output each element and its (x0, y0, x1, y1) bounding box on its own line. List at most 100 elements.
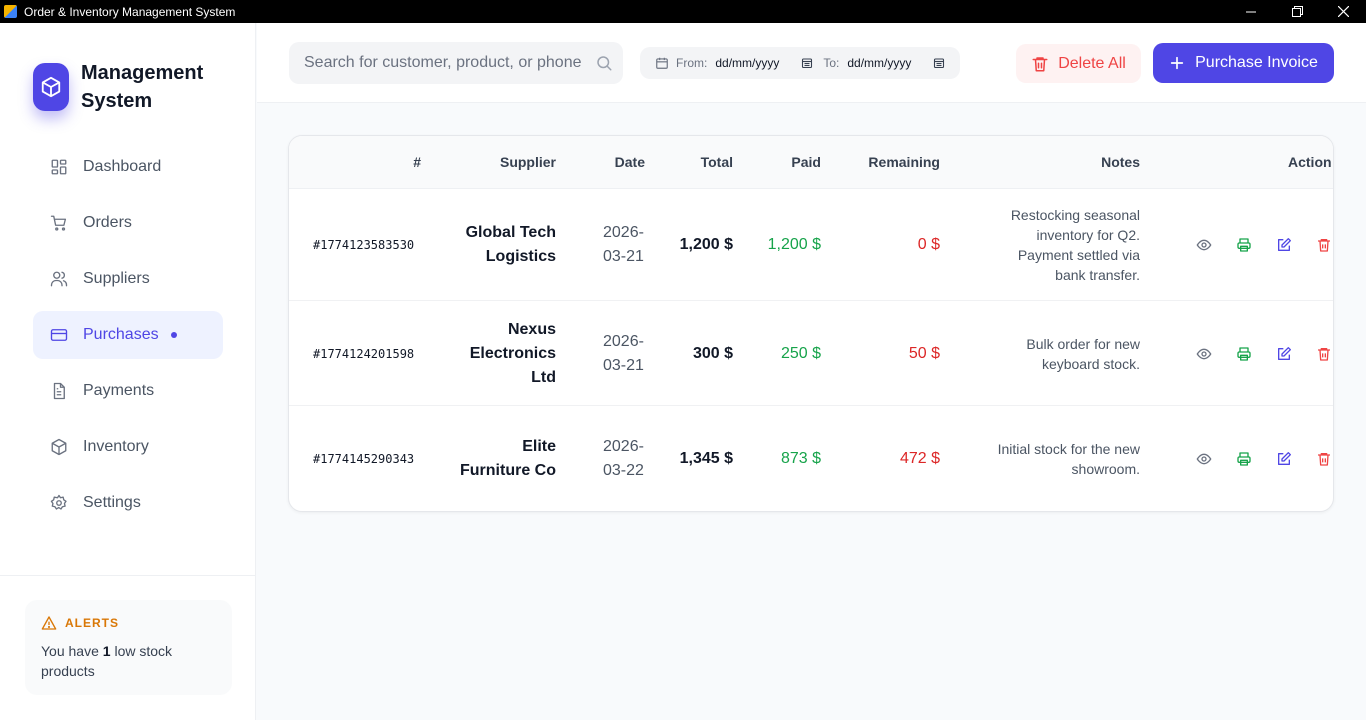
purchase-remaining: 50 $ (908, 345, 940, 362)
purchase-id: #1774123583530 (313, 238, 415, 252)
supplier-name: Global Tech Logistics (465, 224, 556, 265)
print-icon[interactable] (1234, 344, 1254, 364)
to-date-input[interactable]: dd/mm/yyyy (847, 56, 912, 70)
sidebar-item-label: Settings (83, 494, 141, 511)
from-label: From: (676, 56, 708, 70)
sidebar-divider (0, 575, 256, 576)
column-header-id: # (413, 154, 421, 170)
purchase-invoice-label: Purchase Invoice (1195, 54, 1318, 71)
search-icon[interactable] (595, 54, 613, 77)
column-header-date: Date (614, 154, 645, 170)
view-eye-icon[interactable] (1194, 235, 1214, 255)
to-label: To: (823, 56, 840, 70)
purchase-total: 1,200 $ (679, 236, 733, 253)
minimize-button[interactable] (1228, 0, 1274, 23)
sidebar-item-dashboard[interactable]: Dashboard (33, 143, 223, 191)
view-eye-icon[interactable] (1194, 449, 1214, 469)
restore-button[interactable] (1274, 0, 1320, 23)
purchase-id: #1774124201598 (313, 347, 415, 361)
search-input[interactable] (304, 54, 584, 72)
purchase-total: 300 $ (692, 345, 733, 362)
row-actions (1194, 344, 1333, 364)
edit-icon[interactable] (1274, 235, 1294, 255)
delete-trash-icon[interactable] (1314, 449, 1333, 469)
alerts-message-prefix: You have (41, 643, 99, 659)
alerts-panel: ALERTS You have 1 low stock products (25, 600, 232, 695)
purchase-date: 2026-03-21 (603, 224, 644, 265)
delete-trash-icon[interactable] (1314, 235, 1333, 255)
from-date-input[interactable]: dd/mm/yyyy (715, 56, 780, 70)
column-header-remaining: Remaining (868, 154, 940, 170)
active-indicator-dot (170, 332, 177, 338)
column-header-supplier: Supplier (499, 154, 556, 170)
delete-all-button[interactable]: Delete All (1016, 44, 1141, 83)
sidebar-item-label: Purchases (83, 326, 159, 343)
sidebar-item-label: Payments (83, 382, 155, 399)
calendar-icon (654, 55, 670, 71)
purchase-remaining: 472 $ (899, 450, 940, 467)
purchase-notes: Initial stock for the new showroom. (997, 441, 1140, 477)
sidebar-item-settings[interactable]: Settings (33, 479, 223, 527)
print-icon[interactable] (1234, 449, 1254, 469)
purchase-paid: 873 $ (780, 450, 821, 467)
purchase-date: 2026-03-21 (603, 333, 644, 374)
alerts-heading: ALERTS (41, 615, 216, 631)
purchase-notes: Bulk order for new keyboard stock. (1026, 336, 1140, 372)
alerts-message-suffix: low stock products (41, 643, 173, 679)
low-stock-count: 1 (102, 643, 111, 659)
minimize-icon (1246, 11, 1256, 12)
sidebar: Management System Dashboard Orders Suppl… (0, 23, 256, 720)
close-button[interactable] (1320, 0, 1366, 23)
purchases-table: # Supplier Date Total Paid Remaining Not… (288, 135, 1334, 512)
column-header-total: Total (700, 154, 733, 170)
sidebar-item-inventory[interactable]: Inventory (33, 423, 223, 471)
row-actions (1194, 449, 1333, 469)
trash-icon (1032, 56, 1048, 71)
document-icon (49, 381, 69, 401)
supplier-name: Nexus Electronics Ltd (469, 321, 556, 386)
sidebar-item-label: Orders (83, 214, 132, 231)
window-controls (1228, 0, 1366, 23)
supplier-name: Elite Furniture Co (460, 438, 556, 479)
purchase-invoice-button[interactable]: Purchase Invoice (1153, 43, 1334, 83)
brand-title: Management System (81, 62, 204, 112)
brand: Management System (33, 59, 221, 115)
column-header-actions: Action (1288, 154, 1332, 170)
window-title: Order & Inventory Management System (24, 4, 236, 19)
table-row: #1774124201598 Nexus Electronics Ltd 202… (289, 302, 1333, 406)
window-titlebar: Order & Inventory Management System (0, 0, 1366, 23)
from-date-picker-icon[interactable] (799, 55, 815, 71)
to-date-picker-icon[interactable] (931, 55, 947, 71)
cart-icon (49, 213, 69, 233)
credit-card-icon (49, 325, 69, 345)
purchase-notes: Restocking seasonal inventory for Q2. Pa… (1010, 207, 1140, 283)
alerts-heading-label: ALERTS (65, 616, 119, 630)
gear-icon (49, 493, 69, 513)
table-row: #1774145290343 Elite Furniture Co 2026-0… (289, 407, 1333, 511)
print-icon[interactable] (1234, 235, 1254, 255)
sidebar-item-label: Suppliers (83, 270, 150, 287)
box-icon (49, 437, 69, 457)
edit-icon[interactable] (1274, 344, 1294, 364)
purchase-id: #1774145290343 (313, 452, 415, 466)
edit-icon[interactable] (1274, 449, 1294, 469)
column-header-paid: Paid (791, 154, 821, 170)
box-logo-icon (33, 63, 69, 111)
date-range-filter: From: dd/mm/yyyy To: dd/mm/yyyy (640, 47, 960, 79)
delete-trash-icon[interactable] (1314, 344, 1333, 364)
warning-icon (41, 616, 57, 630)
view-eye-icon[interactable] (1194, 344, 1214, 364)
sidebar-item-payments[interactable]: Payments (33, 367, 223, 415)
grid-icon (49, 157, 69, 177)
delete-all-label: Delete All (1058, 54, 1126, 72)
sidebar-item-label: Inventory (83, 438, 149, 455)
table-header: # Supplier Date Total Paid Remaining Not… (289, 136, 1333, 189)
sidebar-item-suppliers[interactable]: Suppliers (33, 255, 223, 303)
sidebar-item-purchases[interactable]: Purchases (33, 311, 223, 359)
search-box (289, 42, 623, 84)
restore-icon (1291, 6, 1303, 17)
sidebar-item-orders[interactable]: Orders (33, 199, 223, 247)
alerts-message: You have 1 low stock products (41, 641, 216, 681)
purchase-date: 2026-03-22 (603, 438, 644, 479)
topbar: From: dd/mm/yyyy To: dd/mm/yyyy Delete A… (257, 23, 1366, 103)
